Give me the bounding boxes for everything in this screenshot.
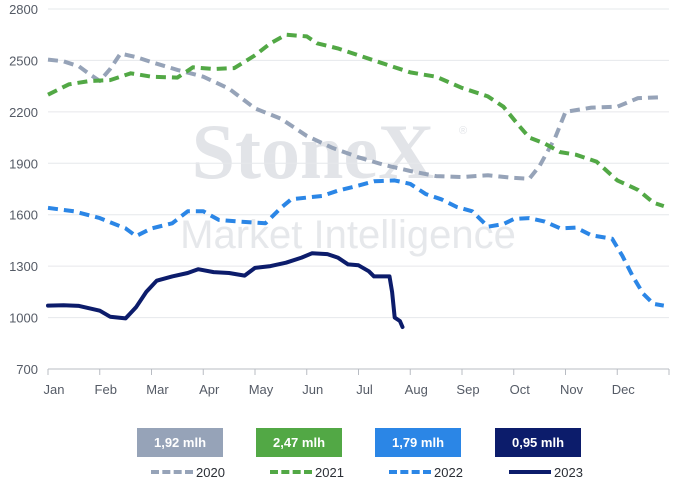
y-tick-label: 700 [16,362,38,377]
x-tick-label-sep: Sep [456,382,479,397]
y-tick-label: 1300 [9,259,38,274]
x-tick-label-aug: Aug [405,382,428,397]
legend-item-2023: 2023 [509,462,583,482]
series-line-2020 [47,51,659,181]
badge-2020: 1,92 mlh [137,428,223,457]
watermark-tagline: Market Intelligence [180,213,516,257]
legend-swatch [151,470,193,474]
series-line-2021 [47,32,665,208]
x-tick-label-may: May [249,382,274,397]
x-tick-label-feb: Feb [95,382,117,397]
legend-label: 2022 [434,464,463,480]
watermark: StoneX ® Market Intelligence [180,108,516,257]
y-axis: 700 1000 1300 1600 1900 2200 2500 2800 [9,2,38,377]
watermark-registered-mark: ® [459,125,467,137]
series-line-2023 [46,251,405,329]
x-tick-label-jan: Jan [44,382,65,397]
y-tick-label: 2800 [9,2,38,17]
badge-2023: 0,95 mlh [495,428,581,457]
badge-2021: 2,47 mlh [256,428,342,457]
y-tick-label: 1900 [9,156,38,171]
x-tick-label-nov: Nov [560,382,584,397]
legend-item-2021: 2021 [270,462,344,482]
y-tick-label: 2500 [9,53,38,68]
legend-item-2022: 2022 [389,462,463,482]
x-tick-label-oct: Oct [510,382,531,397]
x-tick-label-dec: Dec [612,382,636,397]
y-tick-label: 1000 [9,311,38,326]
legend-label: 2020 [196,464,225,480]
x-tick-label-jun: Jun [302,382,323,397]
x-tick-label-jul: Jul [356,382,373,397]
legend-swatch [389,470,431,474]
legend-label: 2021 [315,464,344,480]
x-tick-label-mar: Mar [146,382,169,397]
y-tick-label: 1600 [9,208,38,223]
legend-swatch [270,470,312,474]
badge-2022: 1,79 mlh [375,428,461,457]
y-tick-label: 2200 [9,105,38,120]
legend-label: 2023 [554,464,583,480]
legend-item-2020: 2020 [151,462,225,482]
series-line-2022 [47,178,665,308]
legend-swatch [509,470,551,474]
series-group [46,32,665,329]
x-axis: Jan Feb Mar Apr May Jun Jul Aug Sep Oct Nov Dec [44,368,670,397]
x-tick-label-apr: Apr [199,382,220,397]
